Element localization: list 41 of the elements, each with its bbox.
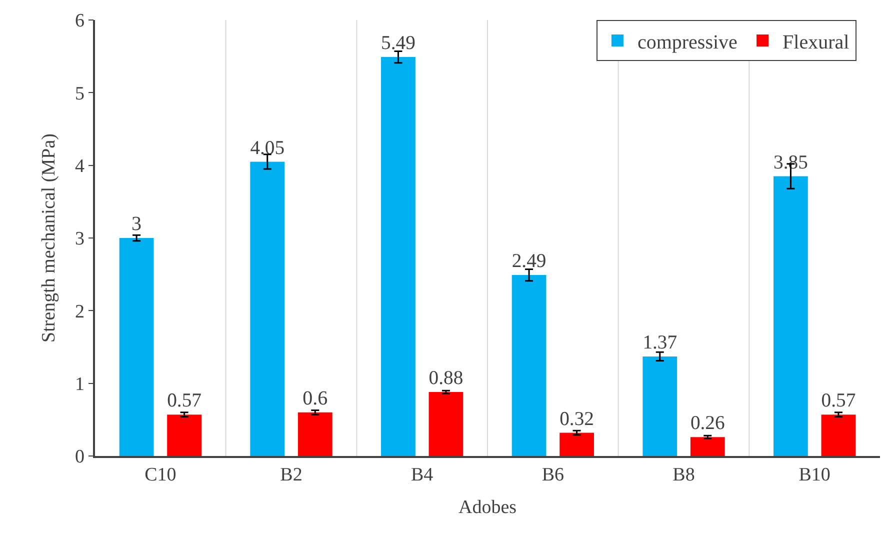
bar: [512, 275, 546, 456]
x-tick-label: B8: [672, 464, 695, 486]
bar: [428, 392, 464, 456]
bar: [560, 432, 594, 456]
x-tick-label: B4: [410, 464, 434, 486]
y-tick-label: 5: [74, 83, 84, 104]
data-label: 0.26: [690, 412, 725, 434]
data-label: 0.88: [428, 367, 464, 390]
y-axis-title: Strength mechanical (MPa): [38, 134, 60, 342]
bar: [298, 412, 332, 456]
bar: [167, 414, 202, 456]
y-tick-label: 6: [74, 10, 84, 32]
x-axis-title: Adobes: [458, 496, 517, 518]
x-tick-label: C10: [144, 464, 176, 486]
data-label: 3: [132, 213, 142, 235]
data-label: 0.32: [560, 408, 594, 430]
bar: [381, 57, 416, 456]
bar: [250, 162, 285, 456]
legend-label: Flexural: [782, 31, 850, 54]
data-label: 1.37: [642, 332, 678, 354]
y-tick-label: 3: [74, 228, 84, 250]
x-tick-label: B6: [542, 464, 564, 486]
data-label: 0.57: [821, 390, 856, 412]
data-label: 0.57: [167, 390, 202, 412]
y-tick-label: 2: [74, 301, 84, 322]
bar: [642, 356, 678, 456]
legend-label: compressive: [637, 31, 738, 54]
y-tick-label: 1: [74, 374, 84, 395]
bar: [690, 437, 725, 456]
data-label: 0.6: [302, 387, 328, 410]
bar: [821, 414, 856, 456]
bar: [119, 238, 154, 456]
x-tick-label: B10: [798, 464, 830, 486]
y-tick-label: 4: [74, 156, 85, 177]
y-tick-label: 0: [74, 446, 84, 468]
data-label: 3.85: [774, 151, 808, 174]
data-label: 2.49: [512, 250, 546, 272]
data-label: 4.05: [250, 136, 285, 159]
bar: [774, 176, 808, 456]
x-tick-label: B2: [280, 464, 302, 486]
data-label: 5.49: [381, 32, 416, 54]
